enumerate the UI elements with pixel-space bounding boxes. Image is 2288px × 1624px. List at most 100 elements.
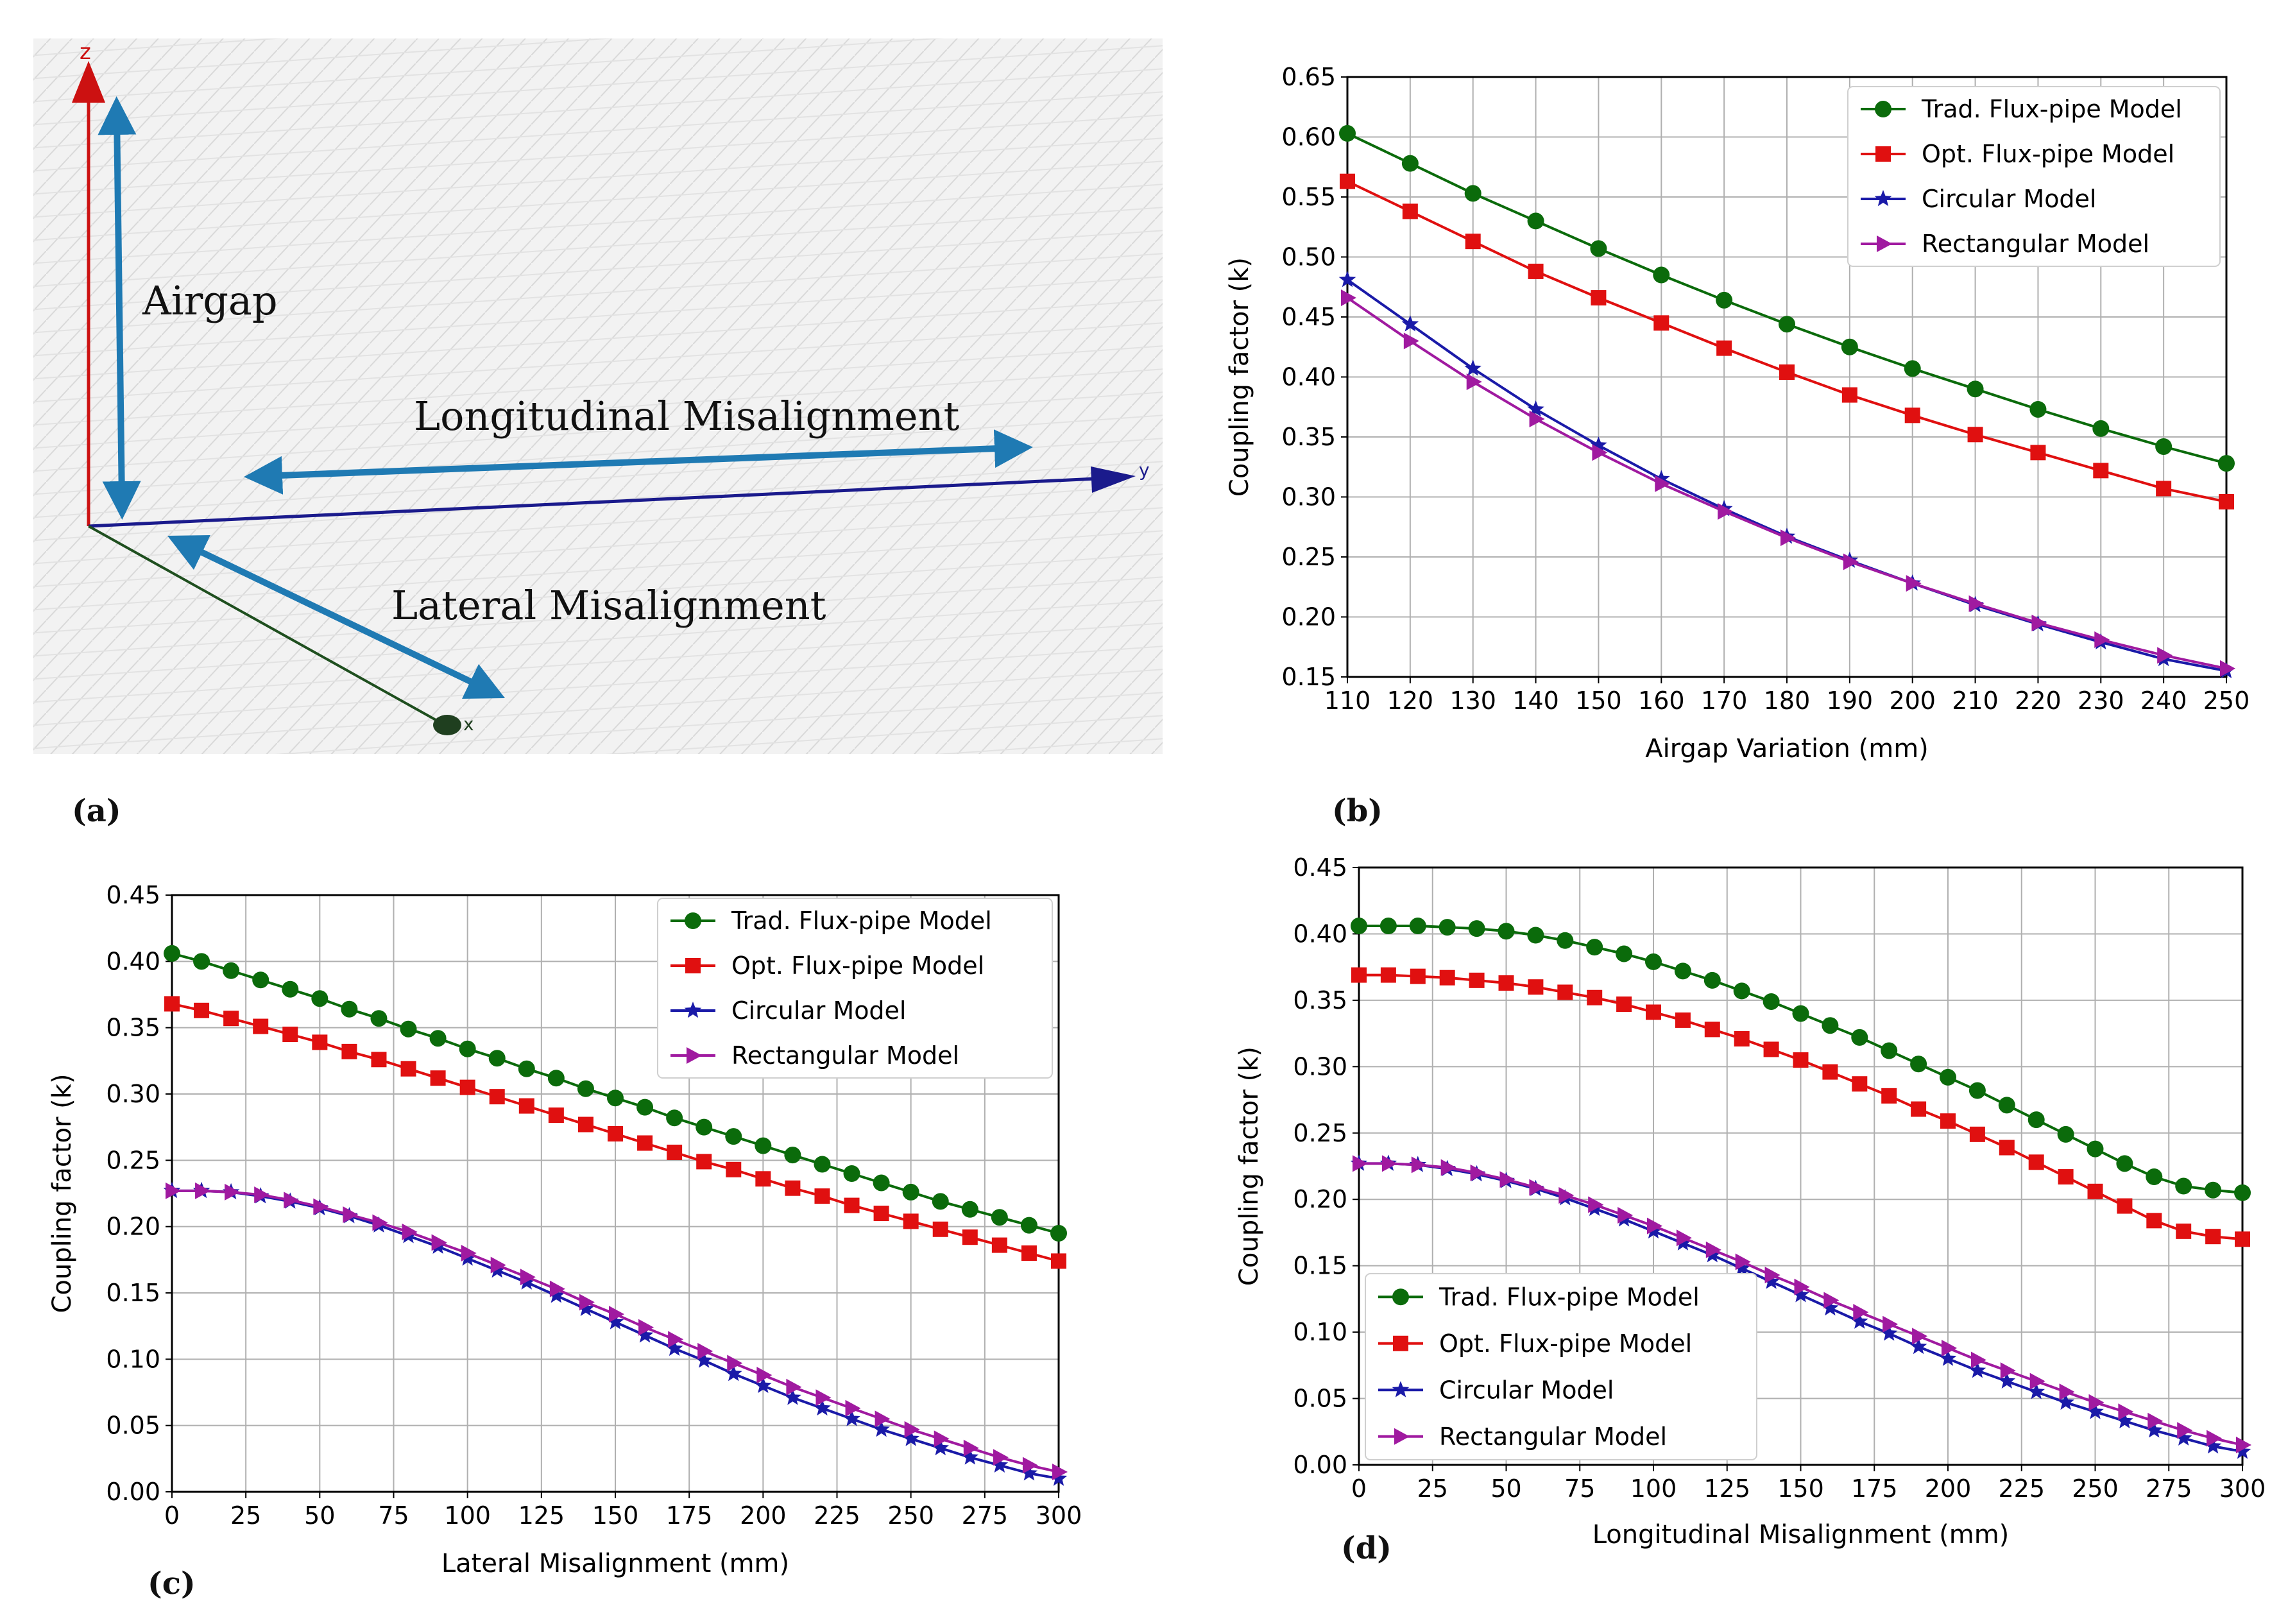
chart-c-data-point [875,1410,891,1428]
chart-b-data-point [1716,340,1732,356]
z-axis-label: z [80,39,91,65]
chart-d-data-point [2087,1140,2104,1158]
chart-c-data-point [873,1174,890,1192]
chart-c-ytick-label: 0.25 [106,1146,160,1174]
chart-d-data-point [2146,1421,2163,1438]
chart-c-xtick-label: 200 [740,1501,787,1530]
chart-d-data-point [1351,967,1367,983]
chart-d-data-point [1763,993,1780,1010]
chart-c-data-point [726,1161,742,1177]
chart-c-data-point [638,1319,654,1336]
chart-d-data-point [1822,1064,1838,1080]
chart-c-data-point [166,1182,181,1199]
chart-c-data-point [755,1137,772,1154]
chart-b-xtick-label: 110 [1324,687,1371,715]
chart-c-data-point [370,1010,388,1027]
chart-c-data-point [755,1171,771,1187]
longitudinal-arrow [244,429,1033,495]
chart-d-data-point [1823,1292,1840,1309]
chart-b-ytick-label: 0.55 [1281,183,1336,211]
chart-d-data-point [1881,1088,1897,1104]
chart-c-data-point [253,1018,269,1034]
chart-d-series-2 [1351,967,2250,1247]
chart-b-data-point [1466,373,1482,390]
chart-c-data-point [402,1223,418,1240]
chart-d-data-point [1733,1259,1750,1276]
chart-c-data-point [518,1060,535,1077]
chart-b-xlabel: Airgap Variation (mm) [1645,734,1929,764]
chart-c-data-point [785,1180,801,1196]
chart-d-data-point [2000,1362,2016,1380]
chart-d-data-point [2057,1125,2074,1143]
chart-c-data-point [579,1294,595,1311]
chart-d-data-point [2146,1168,2163,1186]
chart-d-data-point [1676,1229,1692,1247]
chart-d-data-point [1851,1029,1868,1046]
chart-c-legend-marker [685,912,701,929]
chart-c-legend-label: Trad. Flux-pipe Model [731,907,992,935]
chart-c-data-point [489,1089,505,1105]
chart-b-xtick-label: 130 [1449,687,1496,715]
chart-c-data-point [282,1027,298,1042]
chart-d-data-point [2175,1177,2192,1195]
chart-d-data-point [1675,1012,1691,1028]
chart-b-data-point [1841,387,1857,403]
chart-d-data-point [2087,1183,2103,1199]
chart-d-data-point [1968,1362,1986,1378]
chart-b-data-point [1718,502,1734,520]
chart-b-data-point [1464,185,1481,202]
chart-d-data-point [1792,1005,1809,1022]
chart-c-data-point [429,1030,447,1047]
chart-d-data-point [2176,1223,2192,1239]
chart-d-data-point [1527,927,1544,944]
chart-b-data-point [1655,475,1671,492]
chart-c-data-point [518,1098,534,1114]
chart-c-xtick-label: 175 [666,1501,713,1530]
chart-c-data-point [311,990,329,1007]
chart-d-data-point [1999,1140,2015,1156]
chart-d-xtick-label: 200 [1925,1474,1972,1503]
chart-d-data-point [1822,1299,1839,1316]
chart-c-data-point [609,1306,624,1323]
chart-c-ytick-label: 0.20 [106,1213,160,1241]
chart-b-ylabel: Coupling factor (k) [1225,257,1254,497]
chart-b-data-point [1401,155,1419,172]
chart-d-data-point [2058,1169,2074,1185]
chart-b-xtick-label: 240 [2140,687,2187,715]
chart-b-data-point [1653,266,1670,284]
chart-b-data-point [1780,529,1796,547]
chart-b-legend-marker [1875,146,1891,162]
chart-b-data-point [1401,315,1419,332]
chart-d-ytick-label: 0.35 [1293,986,1347,1014]
chart-d-ytick-label: 0.45 [1293,853,1347,882]
chart-d-ylabel: Coupling factor (k) [1234,1047,1264,1286]
chart-c-data-point [341,1000,358,1018]
chart-b-data-point [1465,234,1481,250]
chart-c-data-point [577,1299,595,1317]
chart-d-data-point [1379,918,1397,935]
chart-d-data-point [2205,1181,2222,1199]
chart-c-data-point [252,971,269,989]
chart-c-data-point [577,1116,593,1133]
chart-c-ytick-label: 0.45 [106,881,160,909]
chart-c-data-point [814,1156,831,1173]
chart-d-data-point [1940,1068,1956,1086]
chart-d-data-point [1439,919,1456,936]
chart-d-data-point [1763,1272,1780,1289]
chart-d-data-point [2147,1412,2164,1430]
chart-c-data-point [547,1286,565,1303]
chart-c-data-point [665,1339,683,1356]
chart-b-legend-marker [1877,235,1892,252]
chart-c-ytick-label: 0.15 [106,1279,160,1307]
chart-c-data-point [727,1355,743,1372]
chart-d-data-point [1557,984,1573,1000]
chart-d-data-point [1998,1097,2015,1114]
chart-b-legend-label: Trad. Flux-pipe Model [1921,95,2182,123]
chart-d-xtick-label: 225 [1998,1474,2045,1503]
airgap-label: Airgap [142,277,278,324]
chart-c-data-point [254,1186,270,1204]
chart-d-data-point [2235,1231,2250,1247]
chart-c-data-point [843,1165,860,1182]
chart-d-legend: Trad. Flux-pipe Model Opt. Flux-pipe Mode… [1365,1273,1757,1460]
